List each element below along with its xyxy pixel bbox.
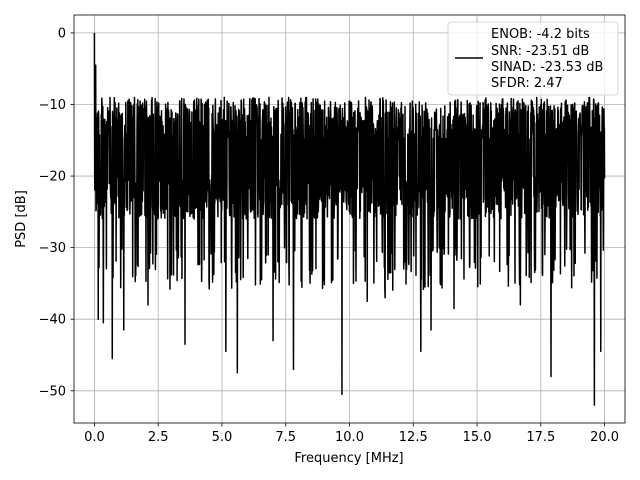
y-tick-label: −50 xyxy=(39,384,66,399)
psd-series-line xyxy=(93,32,606,406)
legend-sinad: SINAD: -23.53 dB xyxy=(491,60,603,75)
legend-sfdr: SFDR: 2.47 xyxy=(491,76,563,91)
y-tick-label: −40 xyxy=(39,313,66,328)
x-tick-label: 0.0 xyxy=(84,430,105,445)
x-tick-label: 12.5 xyxy=(399,430,428,445)
x-tick-label: 10.0 xyxy=(335,430,364,445)
x-tick-label: 15.0 xyxy=(463,430,492,445)
x-tick-label: 7.5 xyxy=(275,430,296,445)
legend-enob: ENOB: -4.2 bits xyxy=(491,27,590,42)
x-tick-label: 20.0 xyxy=(590,430,619,445)
legend-snr: SNR: -23.51 dB xyxy=(491,44,589,59)
x-axis-ticks: 0.0 2.5 5.0 7.5 10.0 12.5 15.0 17.5 20.0 xyxy=(84,423,619,445)
x-tick-label: 5.0 xyxy=(212,430,233,445)
x-axis-label: Frequency [MHz] xyxy=(294,451,403,466)
plot-frame xyxy=(73,14,626,424)
y-tick-label: 0 xyxy=(58,26,66,41)
y-tick-label: −10 xyxy=(39,98,66,113)
legend: ENOB: -4.2 bits SNR: -23.51 dB SINAD: -2… xyxy=(447,21,619,96)
x-tick-label: 17.5 xyxy=(526,430,555,445)
y-axis-ticks: 0 −10 −20 −30 −40 −50 xyxy=(39,26,74,399)
legend-box xyxy=(447,21,619,96)
y-axis-label: PSD [dB] xyxy=(14,190,29,248)
x-tick-label: 2.5 xyxy=(148,430,169,445)
y-tick-label: −30 xyxy=(39,241,66,256)
y-tick-label: −20 xyxy=(39,170,66,185)
